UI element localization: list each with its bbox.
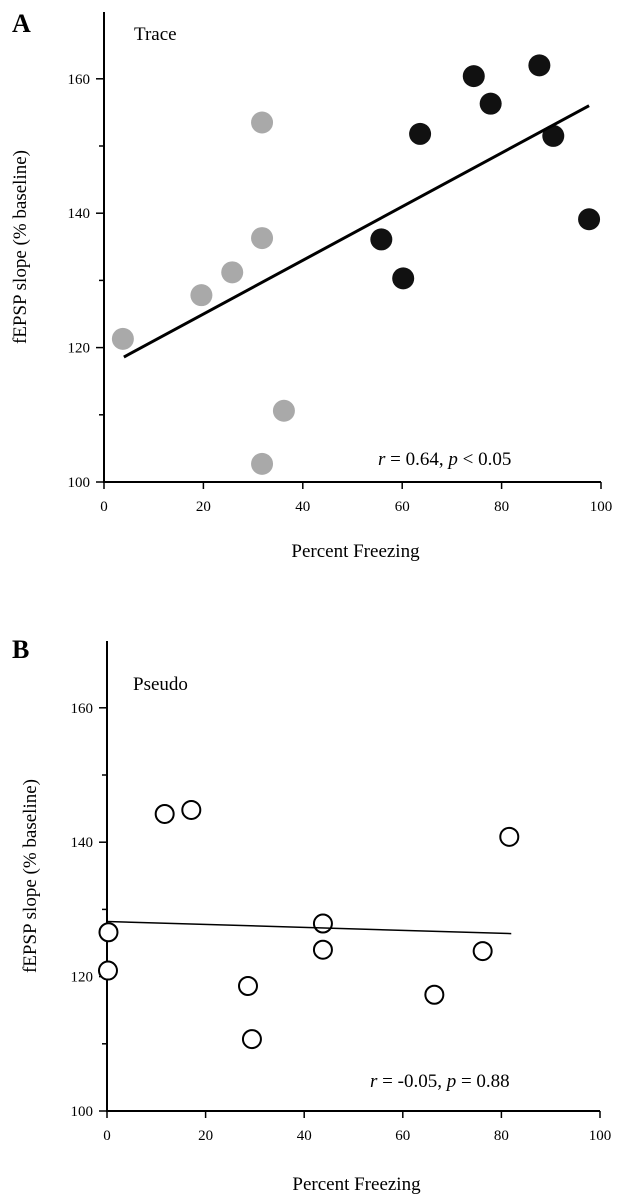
y-tick-label: 120 [71,970,94,986]
panel-condition-label: Trace [134,24,177,45]
data-point [251,227,274,250]
data-point [528,54,551,77]
y-tick-label: 140 [68,206,91,222]
regression-line [106,920,512,935]
data-point [392,267,415,290]
data-point [409,122,432,145]
y-tick-label: 160 [68,72,91,88]
data-point [542,124,565,147]
stat-annotation: r = -0.05, p = 0.88 [370,1071,510,1092]
data-point [424,984,445,1005]
panel-condition-label: Pseudo [133,674,188,695]
x-tick-label: 40 [297,1128,312,1144]
stat-annotation: r = 0.64, p < 0.05 [378,449,511,470]
data-point [241,1029,262,1050]
data-point [472,941,493,962]
panel-letter: A [12,9,31,38]
data-point [312,939,333,960]
x-tick-label: 80 [494,499,509,515]
data-point [370,228,393,251]
data-point [190,284,213,307]
x-axis-label: Percent Freezing [291,541,420,562]
data-point [154,803,175,824]
x-tick-label: 60 [395,1128,410,1144]
regression-line [123,104,590,359]
x-tick-label: 40 [295,499,310,515]
data-point [251,452,274,475]
panel-a: 0 20 40 60 80 100 100 120 140 160 A Trace Percent Fr… [10,9,612,562]
panel-letter: B [12,635,29,664]
data-point [272,399,295,422]
data-point [479,92,502,115]
y-tick-label: 140 [71,835,94,851]
x-tick-label: 80 [494,1128,509,1144]
x-tick-label: 60 [395,499,410,515]
data-point [98,922,119,943]
data-point [97,960,118,981]
data-point [181,799,202,820]
x-tick-label: 100 [590,499,613,515]
x-tick-label: 20 [196,499,211,515]
y-axis-label: fEPSP slope (% baseline) [20,779,41,973]
y-axis-label: fEPSP slope (% baseline) [10,150,31,344]
x-axis-label: Percent Freezing [292,1174,421,1195]
data-point [251,111,274,134]
y-tick-label: 160 [71,701,94,717]
data-point [237,976,258,997]
y-tick-label: 100 [68,475,91,491]
panel-b: 0 20 40 60 80 100 100 120 140 160 B Pseudo Percent F… [12,635,611,1195]
data-point [111,327,134,350]
data-point [499,826,520,847]
data-point [578,208,601,231]
x-tick-label: 100 [589,1128,612,1144]
x-tick-label: 0 [100,499,108,515]
y-tick-label: 120 [68,341,91,357]
data-point [462,65,485,88]
data-point [221,261,244,284]
x-tick-label: 0 [103,1128,111,1144]
data-point [312,913,333,934]
y-tick-label: 100 [71,1104,94,1120]
x-tick-label: 20 [198,1128,213,1144]
